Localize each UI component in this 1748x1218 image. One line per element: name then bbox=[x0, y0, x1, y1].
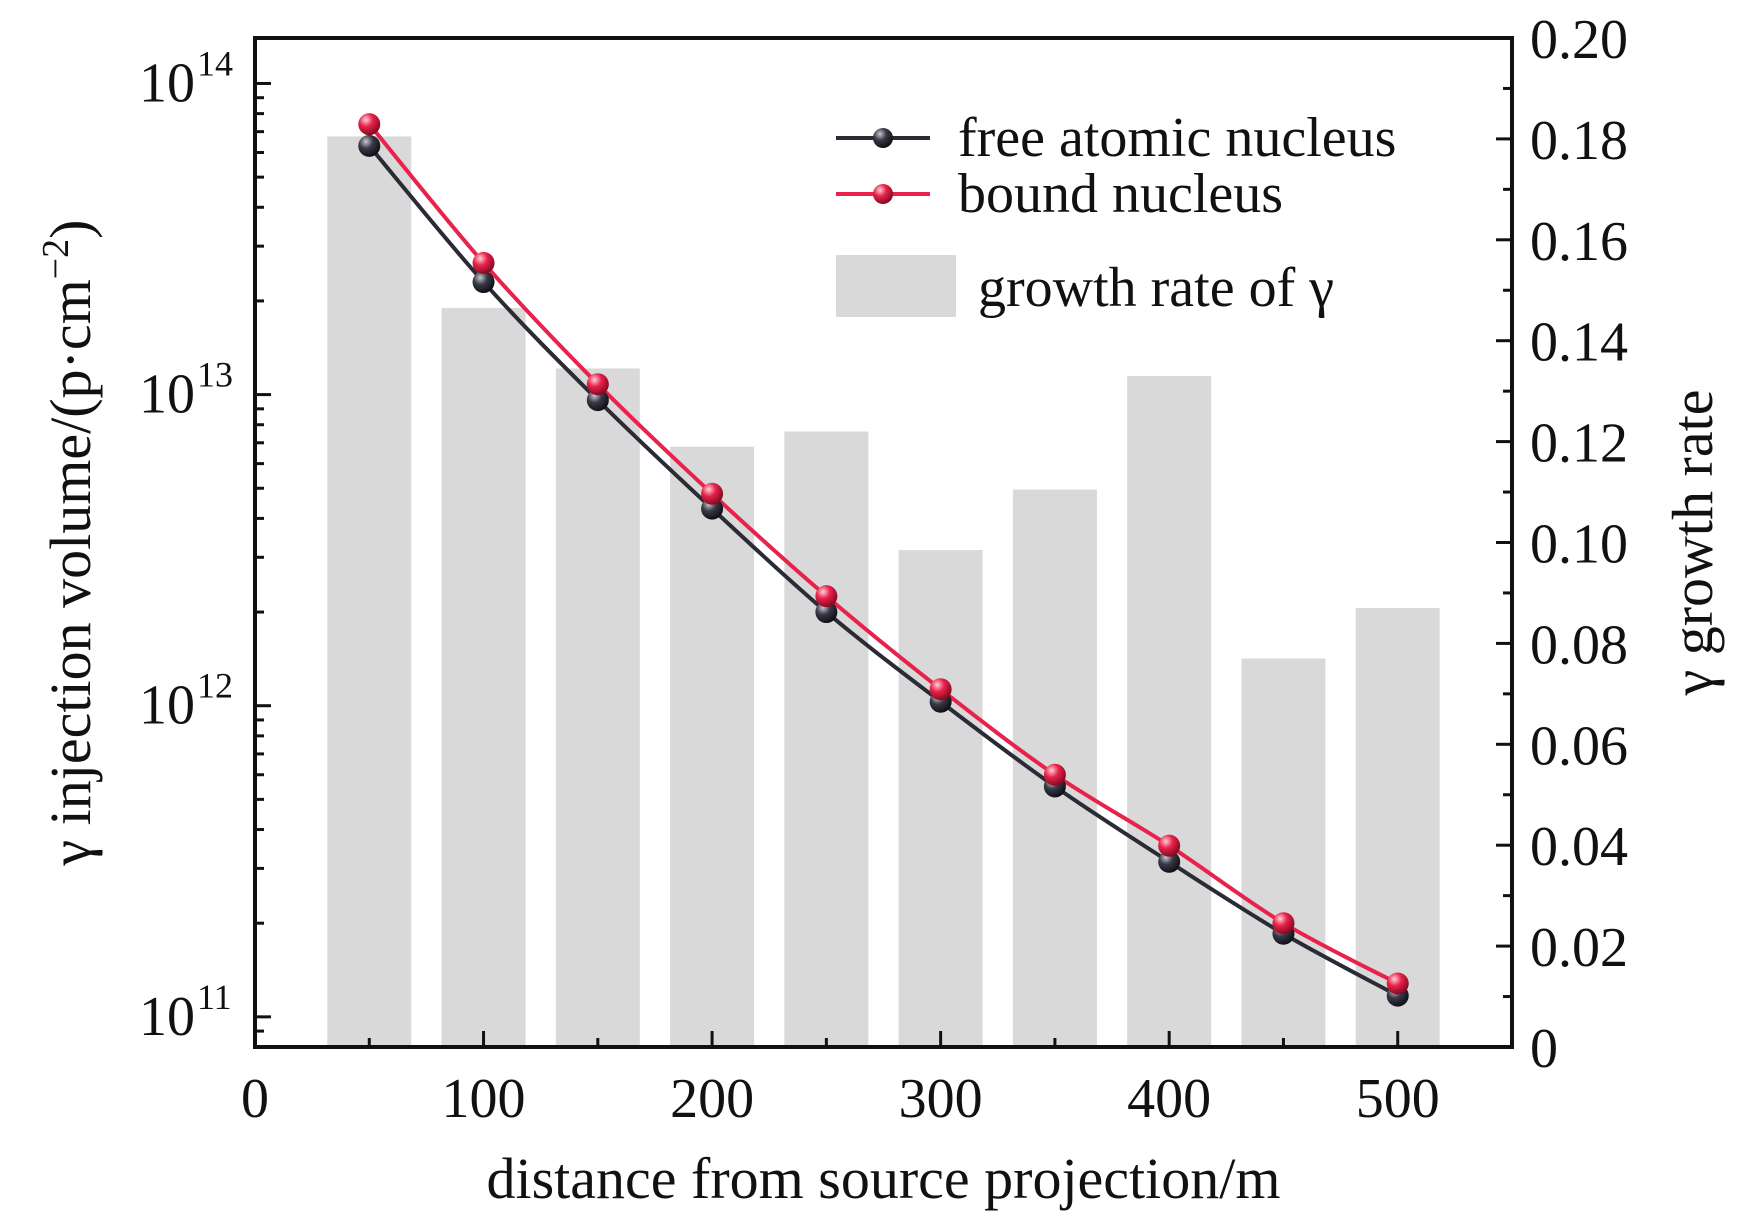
x-tick-label: 500 bbox=[1356, 1068, 1440, 1130]
legend-label-0: free atomic nucleus bbox=[958, 107, 1396, 169]
bar-100 bbox=[441, 307, 526, 1048]
bound-nucleus-point-500 bbox=[1386, 972, 1409, 995]
y-right-tick-label: 0.20 bbox=[1530, 9, 1628, 71]
free-atomic-nucleus-point-50 bbox=[358, 134, 381, 157]
free-atomic-nucleus-point-400 bbox=[1158, 850, 1181, 873]
bound-nucleus-point-200 bbox=[701, 482, 724, 505]
y-left-tick-exponent: 12 bbox=[197, 666, 233, 706]
legend-swatch-bar bbox=[836, 255, 956, 317]
y-right-tick-label: 0.14 bbox=[1530, 312, 1628, 374]
y-left-tick-exponent: 14 bbox=[197, 43, 233, 83]
bar-50 bbox=[327, 136, 412, 1047]
y-right-tick-label: 0.16 bbox=[1530, 211, 1628, 273]
y-left-title-exponent: −2 bbox=[35, 239, 77, 279]
y-left-tick-label: 10 bbox=[139, 52, 195, 114]
bound-nucleus-point-100 bbox=[472, 251, 495, 274]
y-left-axis-title: γ injection volume/(p·cm−2) bbox=[35, 220, 103, 867]
x-tick-label: 400 bbox=[1127, 1068, 1211, 1130]
y-left-tick-exponent: 11 bbox=[197, 977, 232, 1017]
y-right-tick-label: 0.02 bbox=[1530, 917, 1628, 979]
y-left-title-close: ) bbox=[38, 220, 103, 239]
legend-label-bar: growth rate of γ bbox=[978, 257, 1334, 319]
bound-nucleus-point-350 bbox=[1043, 763, 1066, 786]
y-right-tick-label: 0.12 bbox=[1530, 413, 1628, 475]
bound-nucleus-point-450 bbox=[1272, 912, 1295, 935]
y-left-tick-exponent: 13 bbox=[197, 355, 233, 395]
bar-450 bbox=[1241, 658, 1326, 1047]
y-right-axis-title: γ growth rate bbox=[1660, 390, 1725, 697]
x-tick-label: 0 bbox=[241, 1068, 269, 1130]
x-tick-label: 300 bbox=[899, 1068, 983, 1130]
bar-200 bbox=[670, 446, 755, 1047]
y-right-tick-label: 0.04 bbox=[1530, 816, 1628, 878]
y-left-tick-label: 10 bbox=[139, 364, 195, 426]
y-right-tick-label: 0.18 bbox=[1530, 110, 1628, 172]
bar-300 bbox=[898, 550, 983, 1047]
bound-nucleus-point-150 bbox=[586, 373, 609, 396]
legend-marker-0 bbox=[873, 128, 893, 148]
legend-marker-1 bbox=[873, 184, 893, 204]
y-left-tick-label: 10 bbox=[139, 986, 195, 1048]
bound-nucleus-point-300 bbox=[929, 678, 952, 701]
x-tick-label: 100 bbox=[442, 1068, 526, 1130]
x-axis-title: distance from source projection/m bbox=[486, 1146, 1280, 1211]
free-atomic-nucleus-point-250 bbox=[815, 601, 838, 624]
x-tick-label: 200 bbox=[670, 1068, 754, 1130]
y-left-tick-label: 10 bbox=[139, 675, 195, 737]
y-right-tick-label: 0.08 bbox=[1530, 614, 1628, 676]
y-right-tick-label: 0 bbox=[1530, 1018, 1558, 1080]
bar-250 bbox=[784, 431, 869, 1047]
bound-nucleus-point-400 bbox=[1158, 834, 1181, 857]
series-line-bound-nucleus bbox=[367, 122, 1399, 986]
lines-layer bbox=[358, 113, 1409, 1007]
ticks-layer bbox=[253, 36, 1514, 1049]
series-line-free-atomic-nucleus bbox=[367, 144, 1399, 998]
bar-400 bbox=[1127, 376, 1212, 1047]
bars-layer bbox=[327, 136, 1440, 1048]
free-atomic-nucleus-point-150 bbox=[586, 389, 609, 412]
y-right-tick-label: 0.06 bbox=[1530, 715, 1628, 777]
y-right-tick-label: 0.10 bbox=[1530, 514, 1628, 576]
y-left-title-main: γ injection volume/(p·cm bbox=[38, 279, 103, 866]
bound-nucleus-point-50 bbox=[358, 113, 381, 136]
free-atomic-nucleus-point-100 bbox=[472, 271, 495, 294]
bar-150 bbox=[555, 368, 640, 1047]
legend-label-1: bound nucleus bbox=[958, 163, 1283, 225]
bound-nucleus-point-250 bbox=[815, 585, 838, 608]
